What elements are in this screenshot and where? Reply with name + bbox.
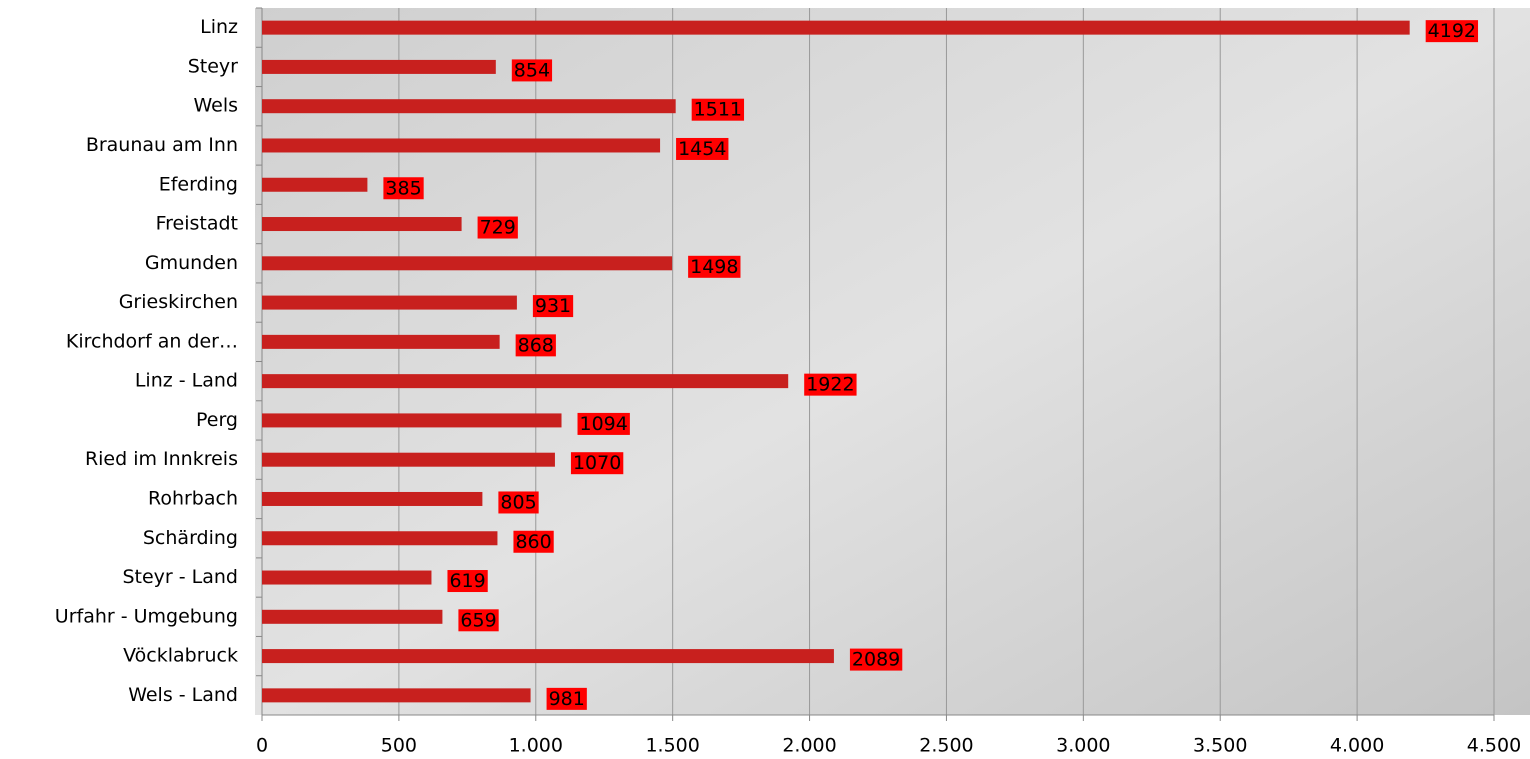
value-label: 2089 bbox=[852, 649, 900, 671]
bar bbox=[262, 570, 432, 585]
y-tick-label: Schärding bbox=[143, 527, 238, 549]
value-label-box bbox=[498, 491, 539, 514]
bar bbox=[262, 177, 368, 192]
y-tick-label: Linz - Land bbox=[135, 370, 238, 392]
value-label: 385 bbox=[385, 177, 421, 199]
bar bbox=[262, 256, 673, 271]
bar bbox=[262, 452, 555, 467]
value-label-box bbox=[458, 609, 499, 632]
x-tick-label: 2.000 bbox=[782, 735, 836, 757]
value-label: 1922 bbox=[806, 374, 854, 396]
bar bbox=[262, 609, 443, 624]
value-label: 854 bbox=[514, 59, 550, 81]
value-label: 931 bbox=[535, 295, 571, 317]
x-tick-label: 2.500 bbox=[919, 735, 973, 757]
bar bbox=[262, 295, 517, 310]
value-label-box bbox=[676, 137, 729, 160]
bar bbox=[262, 491, 483, 506]
value-label-box bbox=[804, 373, 857, 396]
y-tick-label: Vöcklabruck bbox=[123, 645, 238, 667]
background-photo bbox=[255, 8, 1530, 715]
bar bbox=[262, 334, 500, 349]
value-label-box bbox=[532, 295, 574, 318]
bar bbox=[262, 138, 661, 153]
value-label: 805 bbox=[500, 491, 536, 513]
x-tick-label: 4.000 bbox=[1330, 735, 1384, 757]
y-tick-label: Grieskirchen bbox=[119, 291, 238, 313]
y-tick-label: Gmunden bbox=[145, 252, 238, 274]
y-tick-label: Ried im Innkreis bbox=[85, 448, 238, 470]
value-label-box bbox=[849, 648, 903, 671]
value-label-box bbox=[570, 452, 624, 475]
value-label-box bbox=[1425, 20, 1479, 43]
y-tick-label: Steyr - Land bbox=[122, 566, 238, 588]
value-label-box bbox=[515, 334, 556, 357]
bar bbox=[262, 99, 676, 114]
bar bbox=[262, 20, 1410, 35]
y-tick-label: Wels bbox=[193, 95, 238, 117]
value-label: 868 bbox=[518, 334, 554, 356]
value-label: 1454 bbox=[678, 138, 726, 160]
y-tick-label: Kirchdorf an der… bbox=[66, 330, 238, 352]
x-tick-label: 4.500 bbox=[1467, 735, 1521, 757]
value-label-box bbox=[688, 255, 741, 278]
x-tick-label: 1.000 bbox=[509, 735, 563, 757]
bar bbox=[262, 217, 462, 232]
value-label-box bbox=[513, 530, 554, 553]
x-tick-label: 3.500 bbox=[1193, 735, 1247, 757]
value-label: 1070 bbox=[573, 452, 621, 474]
bar bbox=[262, 59, 496, 74]
bar bbox=[262, 649, 834, 664]
y-tick-label: Rohrbach bbox=[148, 487, 238, 509]
x-tick-label: 3.000 bbox=[1056, 735, 1110, 757]
value-label: 4192 bbox=[1428, 20, 1476, 42]
x-tick-label: 500 bbox=[381, 735, 417, 757]
y-tick-label: Wels - Land bbox=[128, 684, 238, 706]
value-label: 1498 bbox=[690, 256, 738, 278]
value-label-box bbox=[691, 98, 745, 121]
value-label-box bbox=[383, 177, 424, 200]
value-label-box bbox=[447, 570, 488, 593]
y-tick-label: Braunau am Inn bbox=[86, 134, 238, 156]
bar bbox=[262, 413, 562, 428]
y-tick-label: Linz bbox=[200, 16, 238, 38]
value-label: 659 bbox=[460, 609, 496, 631]
value-label-box bbox=[511, 59, 553, 82]
value-label: 729 bbox=[480, 217, 516, 239]
y-tick-label: Urfahr - Umgebung bbox=[55, 605, 238, 627]
value-label: 981 bbox=[549, 688, 585, 710]
y-tick-label: Steyr bbox=[188, 55, 238, 77]
value-label: 1094 bbox=[580, 413, 628, 435]
value-label: 619 bbox=[449, 570, 485, 592]
bar bbox=[262, 531, 498, 546]
bar bbox=[262, 374, 789, 389]
y-tick-label: Freistadt bbox=[156, 213, 238, 235]
x-tick-label: 1.500 bbox=[645, 735, 699, 757]
value-label: 860 bbox=[515, 531, 551, 553]
value-label-box bbox=[477, 216, 518, 239]
x-tick-label: 0 bbox=[256, 735, 268, 757]
y-tick-label: Eferding bbox=[159, 173, 238, 195]
value-label-box bbox=[546, 687, 587, 710]
value-label: 1511 bbox=[694, 99, 742, 121]
y-tick-label: Perg bbox=[196, 409, 238, 431]
bar bbox=[262, 688, 531, 703]
value-label-box bbox=[577, 412, 630, 435]
